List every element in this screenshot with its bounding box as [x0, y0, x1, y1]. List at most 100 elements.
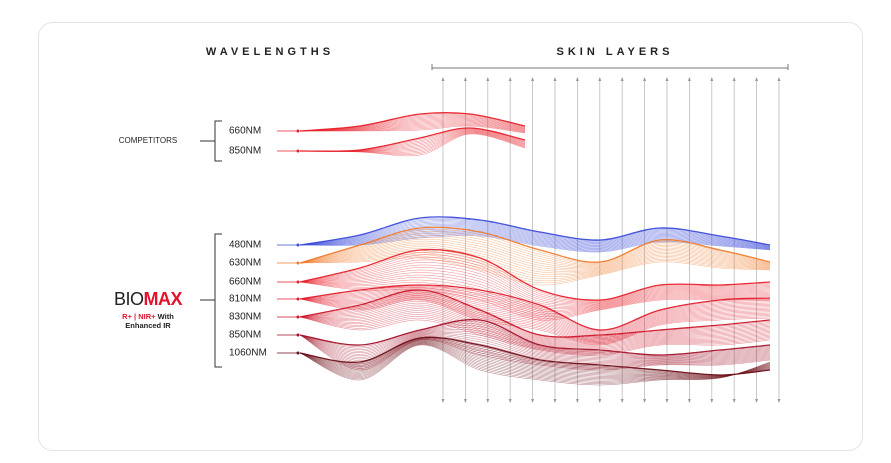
wave-line — [299, 292, 771, 338]
biomax-tagline: R+ | NIR+ With — [122, 312, 174, 321]
wave-line — [299, 341, 771, 378]
wave-line — [299, 336, 771, 376]
wave-line — [299, 227, 771, 249]
wave-line — [299, 234, 771, 252]
wave-line — [299, 344, 771, 386]
wavelength-dot — [296, 129, 300, 133]
wave-line — [299, 221, 771, 247]
wave-line — [299, 286, 771, 333]
wave-line — [299, 222, 771, 247]
wave-line — [299, 329, 771, 359]
competitors-bracket — [200, 120, 222, 162]
wavelength-label: 1060NM — [229, 348, 267, 359]
wave-line — [299, 338, 771, 376]
wave-line — [299, 296, 771, 343]
wave-line — [299, 342, 771, 380]
tagline-rest: With — [158, 312, 175, 321]
wavelengths-heading: WAVELENGTHS — [206, 46, 334, 58]
wave-line — [299, 338, 771, 376]
wave-line — [299, 255, 771, 284]
wave-line — [299, 133, 526, 157]
wave-line — [299, 257, 771, 303]
wavelength-label: 830NM — [229, 312, 261, 323]
wave-line — [299, 252, 771, 280]
wave-line — [299, 302, 771, 345]
wave-line — [299, 281, 771, 317]
wave-line — [299, 333, 771, 361]
brand-suffix: MAX — [144, 289, 183, 309]
wave-line — [299, 344, 771, 385]
wavelength-dot — [296, 149, 300, 153]
wave-line — [299, 316, 771, 355]
wave-line — [299, 238, 771, 269]
wave-line — [299, 285, 771, 332]
wave-line — [299, 339, 771, 377]
wavelength-label: 660NM — [229, 277, 261, 288]
wave-line — [299, 342, 771, 381]
wave-line — [299, 327, 771, 358]
wavelength-dot — [296, 297, 300, 301]
wave-line — [299, 288, 771, 335]
wave-line — [299, 300, 771, 344]
brand-prefix: BIO — [114, 289, 144, 309]
wave-line — [299, 314, 771, 352]
wave-line — [299, 262, 771, 305]
wave-line — [299, 298, 771, 346]
wave-line — [299, 334, 771, 362]
wave-line — [299, 340, 771, 377]
wave-line — [299, 289, 771, 338]
wave-line — [299, 233, 771, 266]
wave-line — [299, 340, 771, 377]
wave-line — [299, 244, 771, 272]
wave-line — [299, 228, 771, 249]
wavelength-dot — [296, 280, 300, 284]
skin-layers-heading: SKIN LAYERS — [557, 46, 674, 58]
wave-line — [299, 330, 771, 360]
card — [38, 22, 863, 451]
wave-line — [299, 225, 771, 248]
biomax-bracket — [200, 233, 222, 368]
wave-line — [299, 254, 771, 302]
wavelength-label: 660NM — [229, 126, 261, 137]
wave-line — [299, 318, 771, 356]
wave-line — [299, 306, 771, 347]
wave-line — [299, 284, 771, 331]
wave-line — [299, 246, 771, 274]
wave-line — [299, 343, 771, 382]
wave-line — [299, 223, 771, 248]
wavelength-dot — [296, 351, 300, 355]
wavelength-label: 850NM — [229, 330, 261, 341]
wave-line — [299, 297, 771, 344]
wave-line — [299, 242, 771, 271]
wavelength-dot — [296, 333, 300, 337]
wave-line — [299, 257, 771, 286]
wave-line — [299, 216, 771, 246]
wave-line — [299, 295, 771, 341]
wave-line — [299, 342, 771, 378]
wave-line — [299, 233, 771, 251]
wave-line — [299, 343, 771, 383]
wave-line — [299, 226, 771, 248]
wave-line — [299, 279, 771, 314]
wave-line — [299, 341, 771, 378]
wave-line — [299, 253, 771, 282]
wave-line — [299, 236, 771, 268]
wave-line — [299, 259, 771, 304]
wave-line — [299, 250, 771, 278]
biomax-tagline-2: Enhanced IR — [125, 321, 171, 330]
wave-line — [299, 226, 771, 264]
wave-line — [299, 274, 771, 311]
wavelength-labels: 660NM 850NM 480NM 630NM 660NM 810NM 830NM 850NM… — [229, 126, 300, 359]
wave-line — [299, 248, 771, 276]
wave-line — [299, 339, 771, 377]
wavelength-dot — [296, 315, 300, 319]
wavelength-label: 810NM — [229, 294, 261, 305]
wave-line — [299, 332, 771, 360]
wave-line — [299, 228, 771, 264]
competitors-label: COMPETITORS — [119, 136, 178, 145]
wave-line — [299, 290, 771, 336]
wave-line — [299, 337, 771, 376]
wavelength-label: 630NM — [229, 258, 261, 269]
wave-line — [299, 251, 771, 302]
wave-line — [299, 125, 526, 134]
